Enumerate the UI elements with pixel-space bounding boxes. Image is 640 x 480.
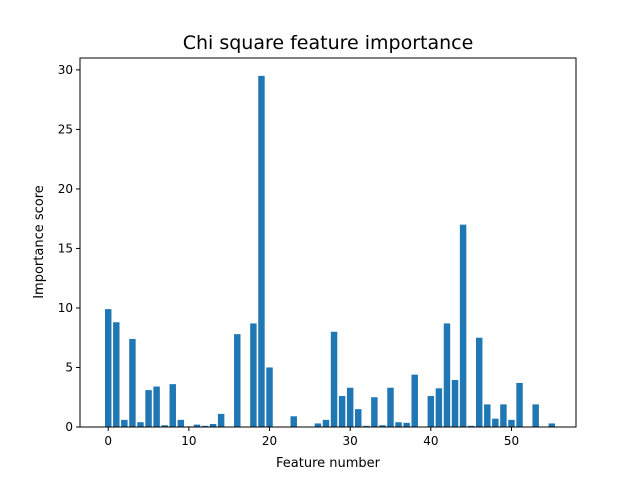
bar-feature-37	[403, 422, 410, 427]
bar-feature-28	[330, 331, 338, 427]
x-axis-label: Feature number	[276, 456, 381, 471]
bar-feature-40	[427, 396, 435, 427]
bar-feature-20	[266, 367, 273, 427]
y-tick-label: 5	[65, 360, 73, 374]
bar-feature-18	[250, 323, 257, 427]
bar-feature-49	[500, 404, 507, 427]
bar-feature-6	[153, 386, 160, 427]
bar-feature-27	[322, 419, 330, 427]
bar-feature-11	[193, 424, 201, 427]
x-tick-label: 0	[104, 434, 112, 448]
bar-feature-2	[121, 419, 128, 427]
bar-feature-12	[201, 425, 209, 427]
bar-feature-3	[129, 338, 136, 427]
y-axis: 0 5 10 15 20 25 30	[58, 63, 80, 434]
bar-feature-30	[346, 387, 354, 427]
bar-feature-4	[137, 422, 144, 427]
x-axis: 0 10 20 30 40 50	[104, 427, 519, 448]
bar-feature-50	[508, 419, 515, 427]
bar-feature-29	[338, 396, 346, 427]
bar-feature-35	[387, 387, 394, 427]
bar-feature-31	[355, 409, 362, 427]
bar-feature-16	[234, 334, 241, 427]
bar-feature-8	[169, 384, 176, 427]
bar-feature-44	[459, 224, 467, 427]
bar-feature-19	[258, 75, 265, 428]
bar-feature-23	[290, 416, 297, 427]
x-tick-label: 10	[181, 434, 196, 448]
bar-feature-42	[443, 323, 451, 427]
bars-group	[105, 75, 556, 428]
plot-frame	[79, 57, 577, 428]
bar-feature-13	[209, 424, 217, 427]
bar-feature-36	[395, 422, 402, 427]
bar-feature-5	[145, 390, 152, 427]
x-tick-label: 20	[262, 434, 277, 448]
bar-feature-43	[451, 379, 459, 427]
bar-feature-51	[516, 382, 523, 427]
bar-feature-45	[467, 425, 475, 427]
bar-feature-34	[379, 425, 386, 427]
bar-feature-38	[411, 374, 418, 427]
bar-feature-46	[475, 337, 483, 427]
y-tick-label: 15	[58, 241, 73, 255]
y-tick-label: 10	[58, 301, 73, 315]
bar-feature-55	[548, 423, 556, 427]
bar-feature-41	[435, 388, 443, 427]
x-tick-label: 50	[504, 434, 519, 448]
bar-feature-48	[492, 418, 499, 427]
chart-title: Chi square feature importance	[183, 32, 474, 54]
bar-feature-0	[105, 309, 112, 427]
bar-feature-7	[161, 425, 168, 427]
y-axis-label: Importance score	[32, 185, 47, 299]
y-tick-label: 20	[58, 182, 73, 196]
bar-feature-47	[484, 404, 491, 427]
bar-feature-1	[113, 322, 120, 427]
bar-feature-26	[314, 423, 322, 427]
y-tick-label: 30	[58, 63, 73, 77]
bar-feature-53	[532, 404, 539, 427]
y-tick-label: 0	[65, 420, 73, 434]
bar-feature-14	[217, 413, 225, 427]
x-tick-label: 30	[343, 434, 358, 448]
bar-feature-33	[371, 397, 378, 427]
bar-feature-32	[363, 425, 370, 427]
x-tick-label: 40	[423, 434, 438, 448]
bar-feature-9	[177, 419, 185, 427]
y-tick-label: 25	[58, 122, 73, 136]
